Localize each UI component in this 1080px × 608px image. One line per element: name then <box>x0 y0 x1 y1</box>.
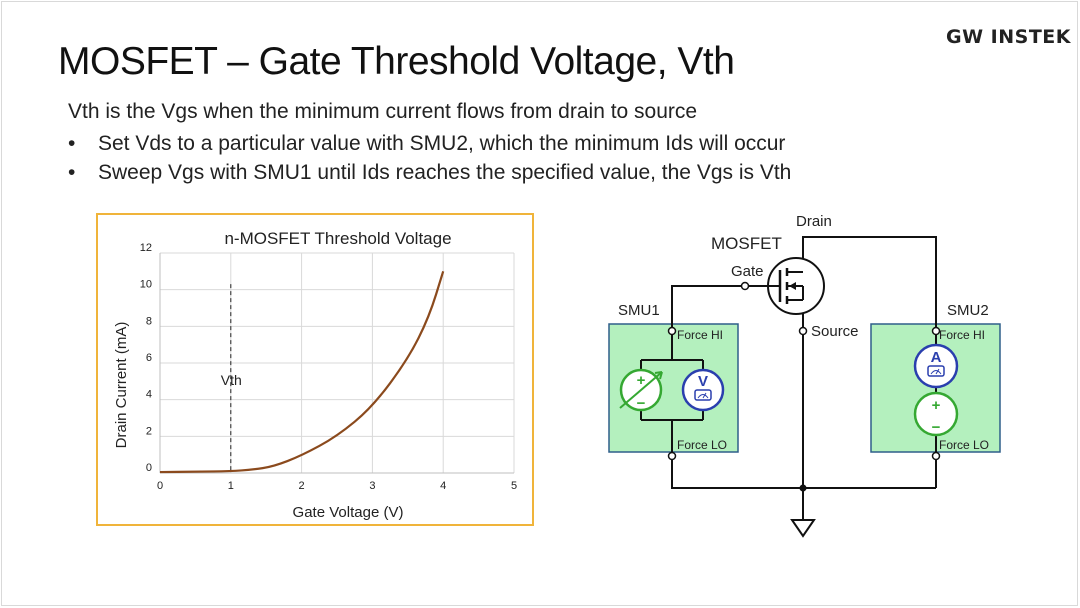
terminal-dots <box>667 281 941 461</box>
ammeter-label: A <box>931 349 942 366</box>
return-wire <box>671 456 936 489</box>
smu1-voltage-source-icon: + − <box>619 368 663 412</box>
smu2-voltage-source-icon: + − <box>913 391 959 437</box>
circuit-labels: Drain MOSFET Gate Source SMU1 SMU2 Force… <box>618 213 989 452</box>
y-tick-label: 10 <box>140 279 152 291</box>
voltmeter-label: V <box>698 373 708 390</box>
smu2-ammeter-icon: A <box>913 343 959 389</box>
drain-current-line <box>159 271 445 474</box>
chart-grid <box>159 252 515 474</box>
y-tick-label: 8 <box>146 315 152 327</box>
y-tick-label: 6 <box>146 352 152 364</box>
mosfet-icon <box>745 257 825 315</box>
mosfet-label: MOSFET <box>711 234 782 253</box>
y-axis-label: Drain Current (mA) <box>113 322 130 449</box>
bullet-text: Sweep Vgs with SMU1 until Ids reaches th… <box>98 161 792 184</box>
smu1-label: SMU1 <box>618 302 660 319</box>
bullet-list: • Set Vds to a particular value with SMU2… <box>68 129 791 187</box>
y-tick-label: 2 <box>146 425 152 437</box>
slide-title: MOSFET – Gate Threshold Voltage, Vth <box>58 40 735 83</box>
chart-series <box>159 271 445 474</box>
bullet-text: Set Vds to a particular value with SMU2,… <box>98 132 786 155</box>
ground-icon <box>790 519 816 538</box>
x-tick-label: 0 <box>157 480 163 492</box>
x-axis-label: Gate Voltage (V) <box>293 504 404 521</box>
bullet-marker: • <box>68 161 76 184</box>
gw-instek-logo: GW INSTEK <box>946 26 1071 48</box>
smu2-force-lo-label: Force LO <box>939 438 989 452</box>
lead-text: Vth is the Vgs when the minimum current … <box>68 100 698 123</box>
smu1-internal-wire <box>640 328 704 456</box>
smu2-label: SMU2 <box>947 302 989 319</box>
smu1-voltmeter-icon: V <box>681 368 725 412</box>
y-tick-label: 0 <box>146 462 152 474</box>
x-tick-label: 2 <box>299 480 305 492</box>
vth-annotation-label: Vth <box>221 372 242 388</box>
plus-sign: + <box>637 372 646 389</box>
minus-sign: − <box>637 395 646 412</box>
minus-sign: − <box>932 419 941 436</box>
smu1-force-lo-label: Force LO <box>677 438 727 452</box>
drain-label: Drain <box>796 213 832 230</box>
chart-panel: n-MOSFET Threshold Voltage 0 1 2 3 4 5 0 2 4 6 8 10… <box>96 213 534 526</box>
bullet-marker: • <box>68 132 76 155</box>
y-tick-label: 12 <box>140 242 152 254</box>
y-tick-label: 4 <box>146 389 152 401</box>
smu1-force-hi-label: Force HI <box>677 328 723 342</box>
smu2-force-hi-label: Force HI <box>939 328 985 342</box>
bullet-item: • Set Vds to a particular value with SMU2… <box>68 129 791 158</box>
junction-dot <box>799 484 807 492</box>
plus-sign: + <box>932 397 941 414</box>
bullet-item: • Sweep Vgs with SMU1 until Ids reaches t… <box>68 158 791 187</box>
x-tick-label: 3 <box>369 480 375 492</box>
threshold-chart: n-MOSFET Threshold Voltage 0 1 2 3 4 50246810… <box>113 229 517 521</box>
x-tick-label: 4 <box>440 480 446 492</box>
gate-wire <box>671 285 745 328</box>
gate-label: Gate <box>731 263 764 280</box>
source-label: Source <box>811 323 859 340</box>
x-tick-label: 5 <box>511 480 517 492</box>
chart-title: n-MOSFET Threshold Voltage <box>224 229 451 248</box>
x-tick-label: 1 <box>228 480 234 492</box>
